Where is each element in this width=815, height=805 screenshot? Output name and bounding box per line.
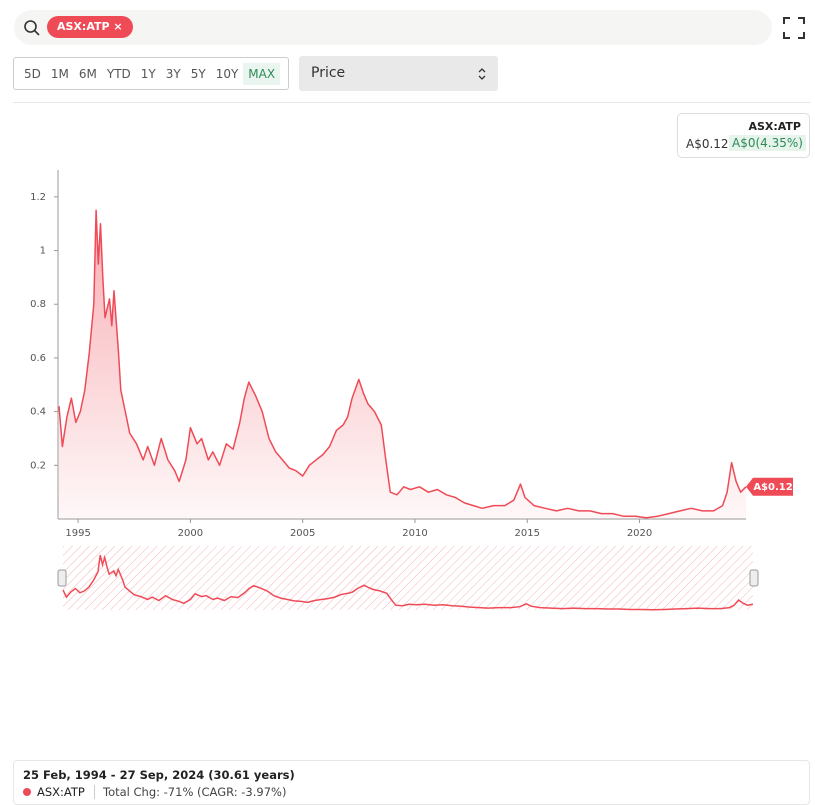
y-tick-label: 1.2 [30,192,46,203]
x-tick-label: 1995 [65,528,90,539]
x-tick-label: 2000 [178,528,203,539]
y-tick-label: 0.2 [30,460,46,471]
legend-price: A$0.12 [686,137,729,151]
footer-symbol-text: ASX:ATP [37,785,85,799]
y-tick-label: 0.4 [30,407,46,418]
metric-select[interactable]: Price [299,56,498,91]
range-button[interactable]: 1Y [140,66,156,81]
chart: 0.2 0.4 0.6 0.8 1 1.2 1995 2000 2005 2010 2015 2020… [30,170,793,611]
symbol-tag[interactable]: ASX:ATP × [47,16,133,38]
navigator-handle[interactable] [57,569,67,587]
total-change: Total Chg: -71% (CAGR: -3.97%) [94,785,286,799]
footer-symbol: ASX:ATP [23,785,85,799]
y-tick-label: 0.6 [30,353,46,364]
range-button[interactable]: 5Y [190,66,206,81]
price-tag-bg [746,477,793,496]
symbol-tag-text: ASX:ATP [57,20,110,33]
x-tick-label: 2020 [627,528,652,539]
x-tick-label: 2005 [290,528,315,539]
navigator-window [63,546,753,610]
range-button[interactable]: 6M [78,66,97,81]
range-buttons: 5D 1M 6M YTD 1Y 3Y 5Y 10Y MAX [13,57,289,90]
legend-name: ASX:ATP [748,120,801,133]
price-tag: A$0.12 [753,482,792,493]
range-button[interactable]: 1M [50,66,69,81]
fullscreen-button[interactable] [783,17,805,39]
search-bar[interactable]: ASX:ATP × [14,10,772,45]
range-button[interactable]: 5D [24,66,41,81]
navigator-line [62,554,754,611]
footer: 25 Feb, 1994 - 27 Sep, 2024 (30.61 years… [13,760,810,805]
range-button[interactable]: YTD [106,66,131,81]
y-tick-label: 0.8 [30,299,46,310]
range-button[interactable]: 3Y [165,66,181,81]
range-button[interactable]: 10Y [215,66,239,81]
tag-close[interactable]: × [113,20,123,33]
y-tick-label: 1 [40,246,46,257]
divider [13,102,810,103]
date-range: 25 Feb, 1994 - 27 Sep, 2024 (30.61 years… [23,768,295,782]
search-icon [24,20,40,36]
metric-select-text: Price [311,65,346,81]
navigator-handle[interactable] [749,569,759,587]
range-button[interactable]: MAX [243,62,281,85]
legend-box: ASX:ATP A$0.12 A$0(4.35%) [677,113,810,158]
legend-change: A$0(4.35%) [729,135,806,151]
select-arrows [478,68,486,80]
price-area [59,210,746,520]
x-tick-label: 2010 [402,528,427,539]
x-tick-label: 2015 [515,528,540,539]
price-line [58,209,747,519]
